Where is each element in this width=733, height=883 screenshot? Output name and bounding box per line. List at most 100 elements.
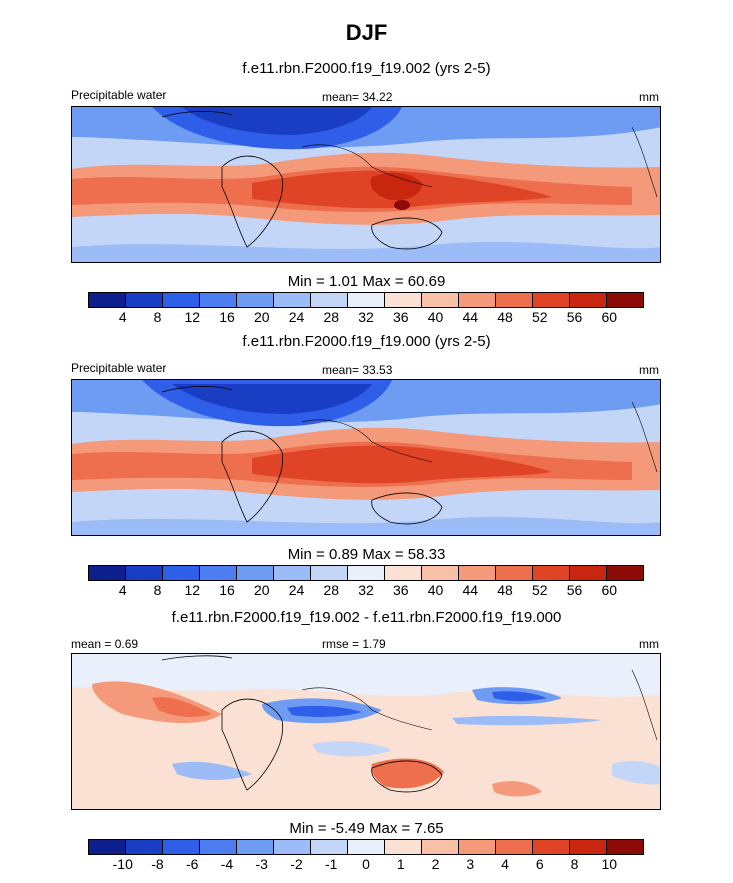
- colorbar-segment: [163, 840, 200, 854]
- colorbar-segment: [237, 293, 274, 307]
- panel-3-units-label: mm: [639, 637, 659, 651]
- panel-3-mean-label: mean = 0.69: [71, 637, 139, 651]
- colorbar-tick-label: 56: [566, 309, 583, 325]
- colorbar-tick-label: 60: [601, 309, 618, 325]
- colorbar-tick-label: 8: [570, 856, 579, 872]
- colorbar-tick-label: 44: [462, 582, 479, 598]
- colorbar-tick-label: 32: [358, 309, 374, 325]
- colorbar-segment: [607, 293, 643, 307]
- colorbar-tick-label: 52: [531, 582, 548, 598]
- colorbar-tick-label: 2: [431, 856, 440, 872]
- panel-1-units-label: mm: [639, 90, 659, 104]
- colorbar-segment: [422, 293, 459, 307]
- panel-3-min-max: Min = -5.49 Max = 7.65: [289, 820, 444, 837]
- colorbar-segment: [496, 566, 533, 580]
- colorbar-segment: [496, 293, 533, 307]
- colorbar-segment: [570, 566, 607, 580]
- colorbar-segment: [533, 293, 570, 307]
- colorbar-tick-label: 48: [497, 582, 513, 598]
- panel-3-colorbar: [88, 839, 644, 855]
- panel-2-min-max: Min = 0.89 Max = 58.33: [287, 546, 446, 563]
- colorbar-tick-label: 4: [118, 309, 127, 325]
- colorbar-segment: [496, 840, 533, 854]
- colorbar-segment: [163, 566, 200, 580]
- colorbar-tick-label: 0: [362, 856, 370, 872]
- panel-3-colorbar-labels: -10 -8 -6 -4 -3 -2 -1 0 1 2 3 4 6 8 10: [88, 856, 644, 874]
- panel-1-subtitle: f.e11.rbn.F2000.f19_f19.002 (yrs 2-5): [242, 60, 491, 77]
- panel-2-colorbar-labels: 4 8 12 16 20 24 28 32 36 40 44 48 52 56 60: [88, 582, 644, 600]
- colorbar-segment: [607, 840, 643, 854]
- colorbar-segment: [311, 293, 348, 307]
- colorbar-tick-label: 16: [219, 582, 235, 598]
- colorbar-segment: [200, 566, 237, 580]
- panel-2-colorbar: [88, 565, 644, 581]
- colorbar-tick-label: 20: [253, 582, 270, 598]
- colorbar-segment: [89, 566, 126, 580]
- colorbar-tick-label: -2: [290, 856, 303, 872]
- colorbar-segment: [126, 566, 163, 580]
- colorbar-tick-label: -3: [255, 856, 268, 872]
- colorbar-tick-label: 4: [501, 856, 509, 872]
- colorbar-segment: [422, 840, 459, 854]
- colorbar-segment: [459, 840, 496, 854]
- colorbar-segment: [422, 566, 459, 580]
- panel-2-subtitle: f.e11.rbn.F2000.f19_f19.000 (yrs 2-5): [242, 333, 491, 350]
- colorbar-segment: [237, 566, 274, 580]
- colorbar-tick-label: 32: [358, 582, 374, 598]
- colorbar-segment: [385, 566, 422, 580]
- colorbar-tick-label: 4: [118, 582, 127, 598]
- colorbar-tick-label: 3: [466, 856, 475, 872]
- colorbar-segment: [237, 840, 274, 854]
- colorbar-tick-label: 56: [566, 582, 583, 598]
- colorbar-tick-label: -6: [186, 856, 199, 872]
- colorbar-segment: [533, 566, 570, 580]
- panel-3-rmse-label: rmse = 1.79: [322, 637, 386, 651]
- colorbar-tick-label: 10: [601, 856, 618, 872]
- colorbar-tick-label: 1: [396, 856, 405, 872]
- colorbar-tick-label: 24: [288, 309, 305, 325]
- colorbar-tick-label: 36: [392, 309, 409, 325]
- colorbar-segment: [274, 840, 311, 854]
- colorbar-tick-label: 60: [601, 582, 618, 598]
- colorbar-segment: [385, 840, 422, 854]
- colorbar-segment: [459, 293, 496, 307]
- colorbar-tick-label: 40: [427, 309, 444, 325]
- panel-2-map: [71, 379, 661, 536]
- figure-title: DJF: [345, 20, 388, 45]
- panel-1-min-max: Min = 1.01 Max = 60.69: [287, 273, 446, 290]
- panel-2-variable-label: Precipitable water: [71, 361, 167, 375]
- colorbar-tick-label: 6: [535, 856, 544, 872]
- colorbar-segment: [126, 293, 163, 307]
- colorbar-segment: [348, 566, 385, 580]
- colorbar-segment: [311, 566, 348, 580]
- colorbar-tick-label: 36: [392, 582, 409, 598]
- colorbar-segment: [163, 293, 200, 307]
- colorbar-segment: [533, 840, 570, 854]
- colorbar-tick-label: 40: [427, 582, 444, 598]
- colorbar-tick-label: 28: [323, 582, 340, 598]
- colorbar-segment: [89, 840, 126, 854]
- colorbar-tick-label: -1: [325, 856, 338, 872]
- colorbar-segment: [348, 840, 385, 854]
- panel-1-colorbar: [88, 292, 644, 308]
- colorbar-segment: [607, 566, 643, 580]
- colorbar-tick-label: -4: [220, 856, 234, 872]
- panel-1-variable-label: Precipitable water: [71, 88, 167, 102]
- colorbar-segment: [459, 566, 496, 580]
- colorbar-segment: [200, 293, 237, 307]
- colorbar-segment: [311, 840, 348, 854]
- colorbar-segment: [89, 293, 126, 307]
- panel-2-mean-label: mean= 33.53: [322, 363, 393, 377]
- colorbar-segment: [126, 840, 163, 854]
- colorbar-segment: [570, 293, 607, 307]
- colorbar-segment: [348, 293, 385, 307]
- colorbar-tick-label: 24: [288, 582, 305, 598]
- colorbar-tick-label: 8: [153, 582, 162, 598]
- colorbar-tick-label: 44: [462, 309, 479, 325]
- colorbar-segment: [385, 293, 422, 307]
- colorbar-tick-label: -10: [112, 856, 133, 872]
- colorbar-tick-label: 48: [497, 309, 513, 325]
- colorbar-segment: [274, 566, 311, 580]
- colorbar-segment: [570, 840, 607, 854]
- panel-1-colorbar-labels: 4 8 12 16 20 24 28 32 36 40 44 48 52 56 60: [88, 309, 644, 327]
